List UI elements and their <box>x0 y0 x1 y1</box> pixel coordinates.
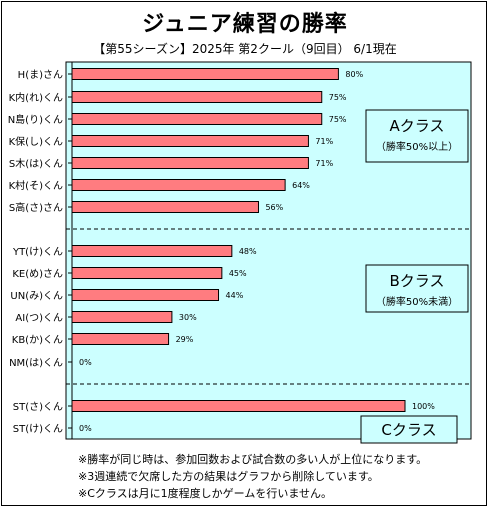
category-label: S高(さ)さん <box>9 201 63 214</box>
category-label: NM(は)くん <box>9 357 63 369</box>
class-name: Cクラス <box>381 421 436 439</box>
bar <box>71 135 309 147</box>
bar <box>71 179 286 191</box>
footnotes: ※勝率が同じ時は、参加回数および試合数の多い人が上位になります。 ※3週連続で欠… <box>78 451 427 502</box>
category-label: AI(つ)くん <box>15 312 63 324</box>
value-label: 48% <box>239 247 257 256</box>
category-label: N島(り)くん <box>8 113 63 126</box>
category-label: YT(け)くん <box>12 246 63 258</box>
category-label: K内(れ)くん <box>9 91 63 104</box>
value-label: 44% <box>226 291 244 300</box>
bar <box>71 68 339 80</box>
category-label: K保(し)くん <box>9 135 63 148</box>
class-box <box>365 264 469 313</box>
value-label: 75% <box>329 93 347 102</box>
bar <box>71 311 173 323</box>
footnote-1: ※勝率が同じ時は、参加回数および試合数の多い人が上位になります。 <box>78 453 428 466</box>
value-label: 71% <box>315 159 333 168</box>
bar <box>71 267 223 279</box>
bar <box>71 245 233 257</box>
chart-title: ジュニア練習の勝率 <box>142 12 348 37</box>
category-label: KB(か)くん <box>12 334 63 346</box>
footnote-2: ※3週連続で欠席した方の結果はグラフから削除しています。 <box>78 470 379 483</box>
bar <box>71 113 323 125</box>
value-label: 0% <box>79 424 92 433</box>
category-label: K村(そ)くん <box>9 179 63 192</box>
value-label: 71% <box>315 137 333 146</box>
value-label: 30% <box>179 313 197 322</box>
value-label: 64% <box>292 181 310 190</box>
category-label: KE(め)さん <box>12 268 63 280</box>
value-label: 100% <box>412 402 435 411</box>
class-box <box>360 415 458 444</box>
value-label: 75% <box>329 115 347 124</box>
category-label: ST(さ)くん <box>13 401 63 413</box>
class-condition: （勝率50%未満） <box>376 295 458 308</box>
bar <box>71 400 406 412</box>
category-label: UN(み)くん <box>10 290 63 302</box>
footnote-3: ※Cクラスは月に1度程度しかゲームを行いません。 <box>78 487 333 500</box>
value-label: 29% <box>176 335 194 344</box>
class-name: Bクラス <box>390 272 445 290</box>
class-condition: （勝率50%以上） <box>376 140 458 153</box>
class-box <box>365 109 469 163</box>
bar <box>71 157 309 169</box>
value-label: 80% <box>345 70 363 79</box>
value-label: 45% <box>229 269 247 278</box>
value-label: 56% <box>265 203 283 212</box>
class-name: Aクラス <box>390 117 445 135</box>
chart-subtitle: 【第55シーズン】2025年 第2クール（9回目） 6/1現在 <box>93 42 397 56</box>
bar <box>71 201 259 213</box>
category-label: H(ま)さん <box>18 69 63 81</box>
category-label: S木(は)くん <box>9 158 63 170</box>
bar <box>71 91 323 103</box>
category-label: ST(け)くん <box>13 423 63 435</box>
bar <box>71 289 220 301</box>
bar <box>71 333 170 345</box>
value-label: 0% <box>79 358 92 367</box>
